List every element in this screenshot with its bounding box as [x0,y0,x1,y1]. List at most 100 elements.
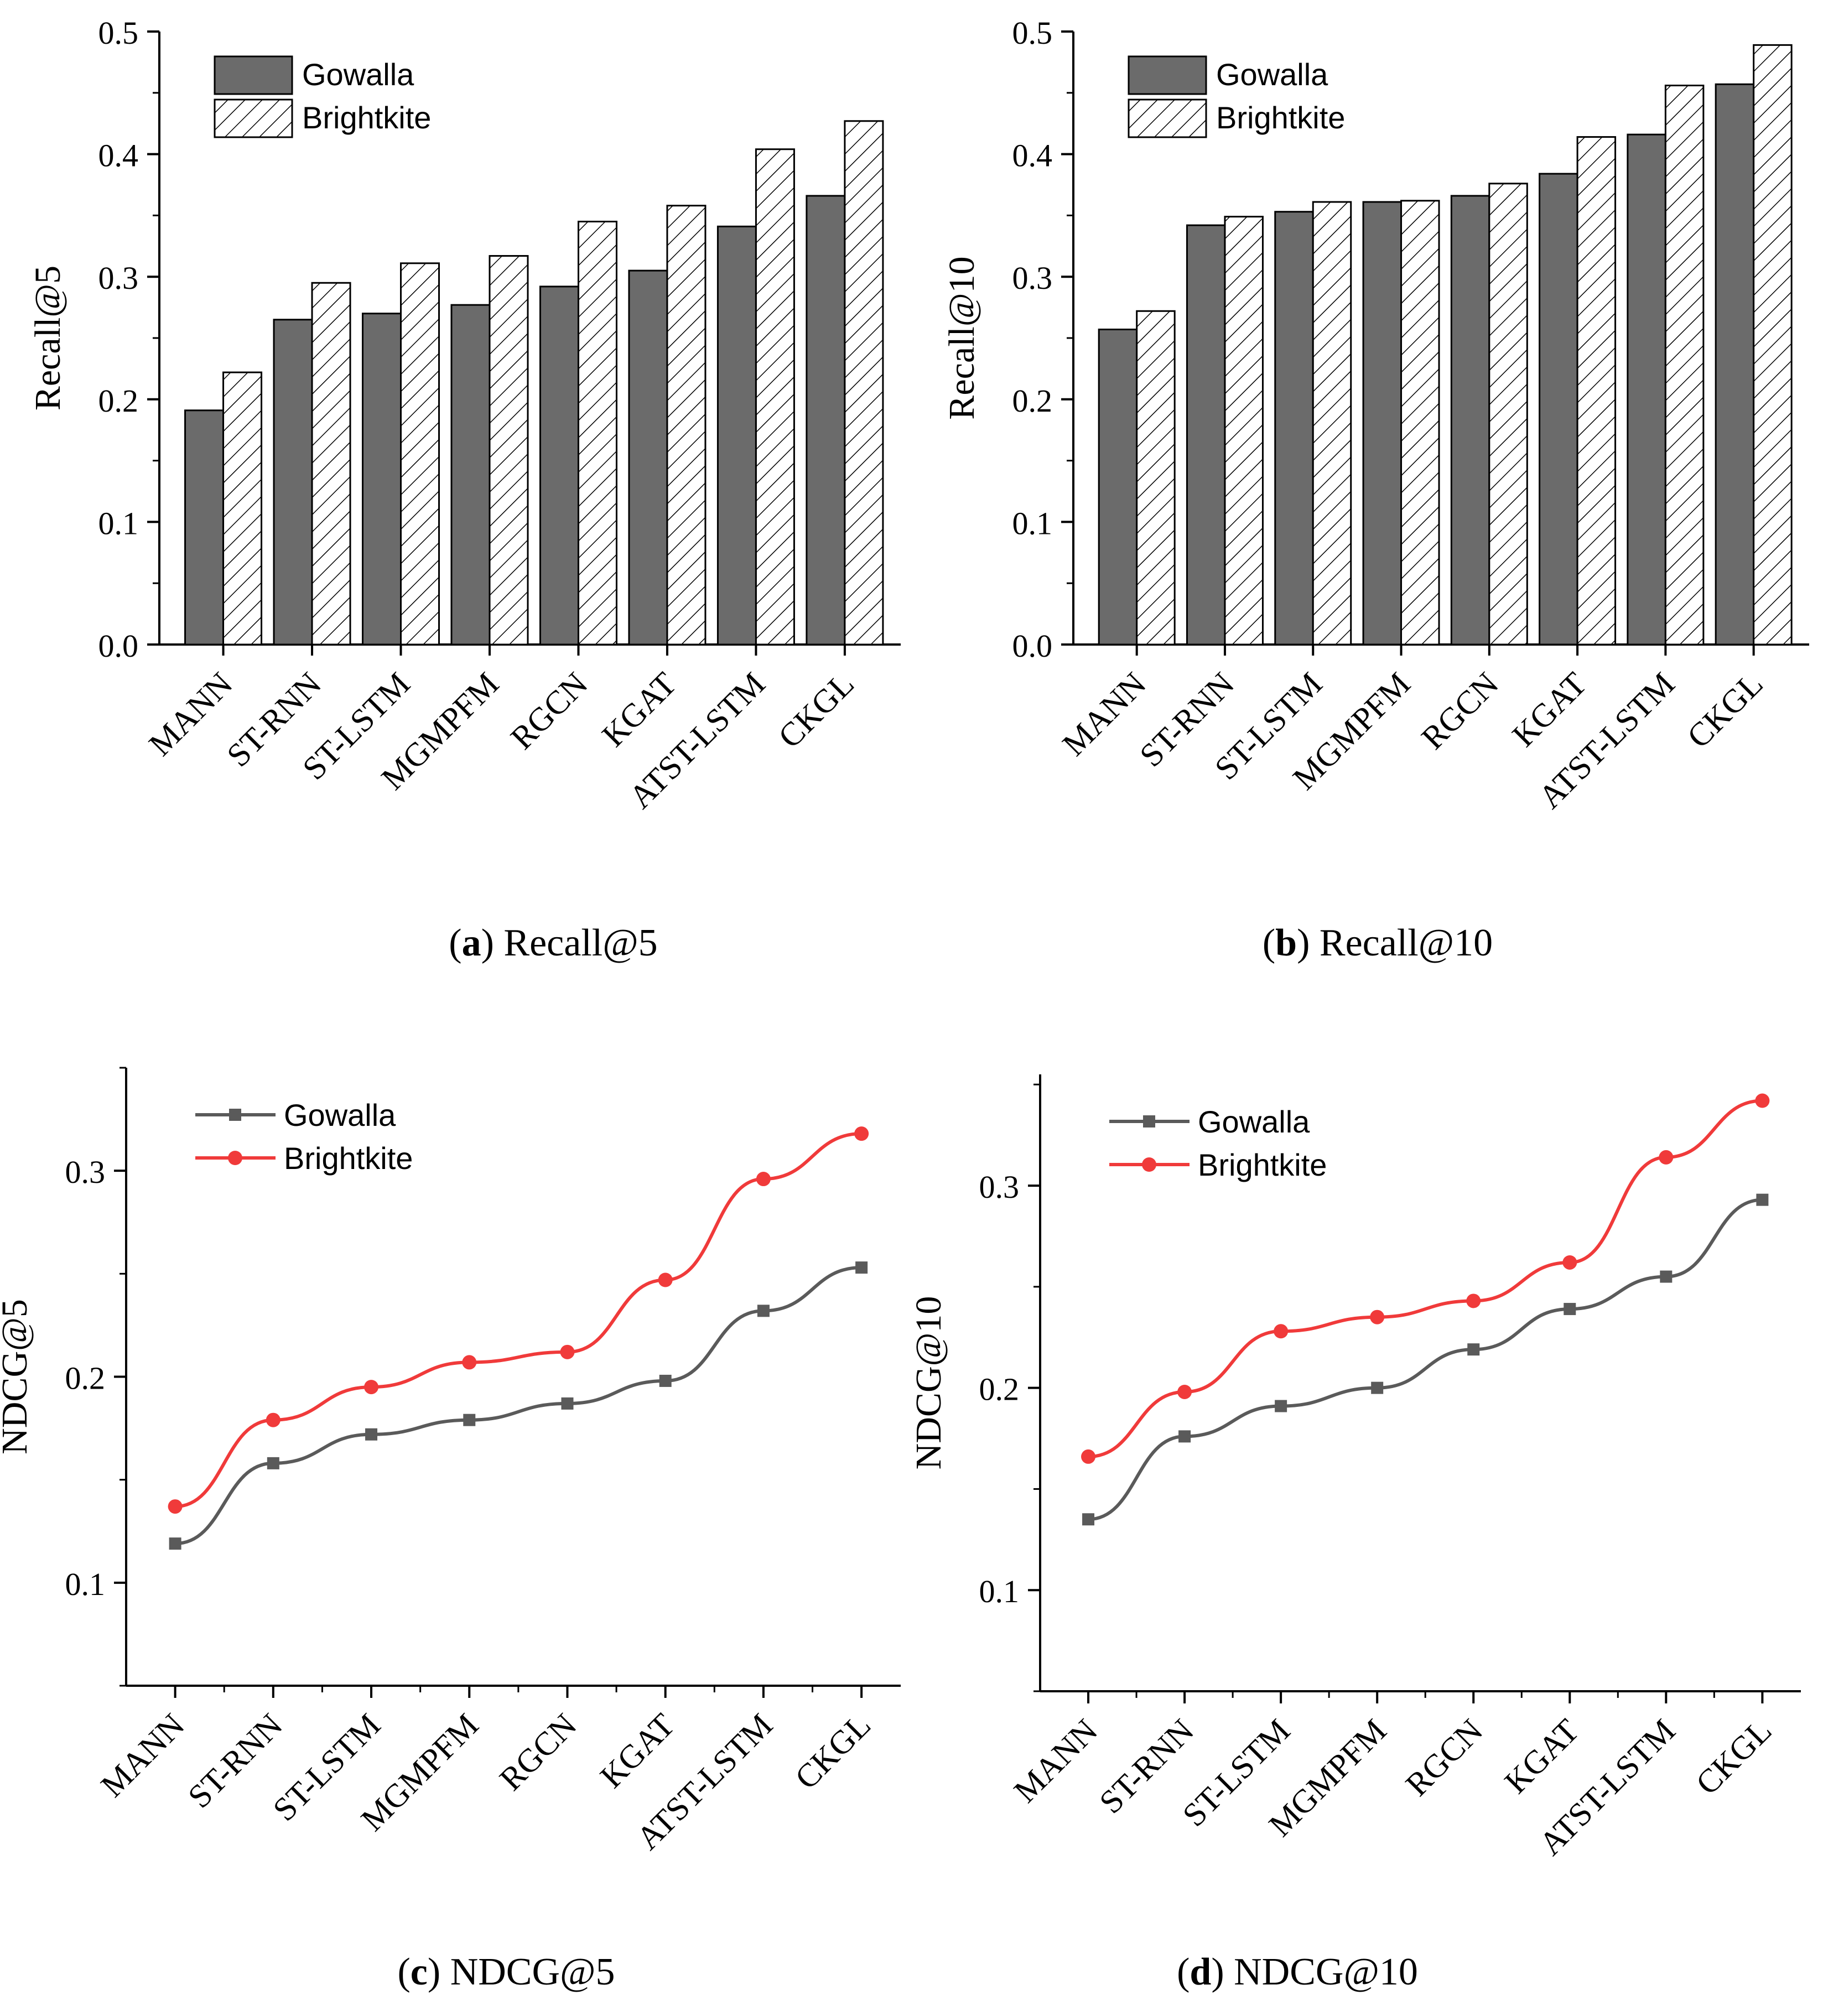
x-tick-label: CKGL [1689,1712,1778,1802]
bar-gowalla-kgat [1539,173,1578,646]
bar-brightkite-atst-lstm [1664,85,1705,646]
caption-text: Recall@10 [1319,922,1493,964]
y-tick-label: 0.1 [98,505,139,541]
y-tick-label: 0.3 [1012,260,1053,296]
y-tick-label: 0.3 [65,1154,106,1190]
point-brightkite-atst-lstm [1659,1150,1674,1165]
legend-marker-gowalla [1143,1115,1155,1127]
point-brightkite-mgmpfm [1370,1310,1385,1324]
legend-label: Brightkite [284,1141,413,1176]
bar-gowalla-rgcn [539,285,579,646]
bar-brightkite-st-lstm [400,262,440,646]
legend-swatch-brightkite [214,98,293,138]
x-tick-label: RGCN [1414,666,1505,757]
legend-label: Gowalla [302,57,414,92]
caption-text: NDCG@5 [450,1951,615,1993]
bar-brightkite-atst-lstm [755,148,795,646]
point-gowalla-mgmpfm [1371,1381,1384,1394]
legend-marker-brightkite [228,1151,242,1165]
caption-c: (c) NDCG@5 [397,1951,615,1993]
bar-brightkite-kgat [666,205,707,646]
legend-swatch-gowalla [1128,55,1207,95]
point-brightkite-rgcn [560,1344,575,1359]
bar-brightkite-rgcn [1488,183,1528,646]
legend-swatch-brightkite [1128,98,1207,138]
bar-gowalla-atst-lstm [716,225,757,646]
legend-marker-gowalla [229,1109,241,1121]
y-tick-label: 0.2 [98,383,139,419]
bar-gowalla-mgmpfm [450,304,491,646]
bar-gowalla-ckgl [1715,83,1755,646]
y-tick-label: 0.2 [65,1360,106,1396]
point-gowalla-mgmpfm [463,1414,476,1426]
x-tick-label: CKGL [771,666,861,755]
caption-a: (a) Recall@5 [449,922,658,964]
bar-gowalla-atst-lstm [1627,133,1666,646]
y-tick-label: 0.4 [98,138,139,174]
series-line-gowalla [1088,1198,1763,1521]
x-tick-label: RGCN [503,666,595,757]
legend-swatch-gowalla [214,55,293,95]
y-tick-label: 0.0 [1012,628,1053,664]
y-tick-label: 0.2 [1012,383,1053,419]
bar-brightkite-st-rnn [311,282,351,646]
series-line-brightkite [175,1132,862,1509]
x-tick-label: KGAT [593,1707,682,1795]
y-axis-title: Recall@10 [942,256,982,419]
point-brightkite-st-lstm [1274,1324,1289,1339]
y-axis-title: NDCG@10 [908,1296,949,1470]
bar-gowalla-mann [1098,328,1138,646]
point-brightkite-rgcn [1466,1293,1481,1308]
bar-gowalla-mann [184,409,225,646]
caption-text: Recall@5 [503,922,658,964]
y-tick-label: 0.3 [98,260,139,296]
series-line-brightkite [1088,1099,1763,1458]
point-brightkite-atst-lstm [756,1172,771,1187]
y-tick-label: 0.5 [98,15,139,51]
chart-panel-a: 0.00.10.20.30.40.5Recall@5MANNST-RNNST-L… [28,15,901,815]
x-tick-label: MANN [94,1707,191,1804]
point-brightkite-st-lstm [364,1380,379,1395]
chart-panel-b: 0.00.10.20.30.40.5Recall@10MANNST-RNNST-… [942,15,1809,815]
x-tick-label: CKGL [788,1707,877,1796]
point-brightkite-mgmpfm [462,1355,477,1370]
x-tick-label: CKGL [1680,666,1770,755]
bar-brightkite-mgmpfm [1400,200,1440,646]
point-brightkite-st-rnn [266,1412,281,1427]
legend-label: Gowalla [284,1098,396,1132]
x-tick-label: MANN [1007,1712,1104,1810]
bar-brightkite-kgat [1576,136,1617,646]
point-brightkite-kgat [1562,1255,1577,1270]
legend-label: Brightkite [1198,1147,1327,1182]
bar-brightkite-ckgl [1753,44,1793,646]
legend-label: Gowalla [1216,57,1328,92]
bar-gowalla-rgcn [1450,195,1490,646]
bar-gowalla-st-rnn [273,319,313,646]
bar-gowalla-st-rnn [1186,224,1226,646]
x-tick-label: KGAT [1498,1712,1586,1801]
bar-brightkite-st-lstm [1312,201,1352,646]
legend-marker-brightkite [1142,1157,1156,1172]
point-gowalla-mann [169,1537,181,1550]
point-gowalla-mann [1082,1513,1095,1526]
point-brightkite-mann [1081,1449,1096,1464]
point-brightkite-ckgl [854,1126,869,1141]
point-brightkite-mann [168,1499,183,1514]
caption-b: (b) Recall@10 [1262,922,1493,964]
y-tick-label: 0.3 [979,1169,1020,1205]
point-gowalla-kgat [1564,1303,1576,1316]
point-gowalla-ckgl [1756,1193,1769,1206]
x-tick-label: RGCN [1399,1712,1490,1804]
bar-gowalla-st-lstm [361,313,402,646]
bar-gowalla-kgat [628,269,668,646]
point-brightkite-ckgl [1755,1093,1770,1108]
caption-text: NDCG@10 [1234,1951,1418,1993]
bar-gowalla-mgmpfm [1362,201,1403,646]
y-tick-label: 0.5 [1012,15,1053,51]
point-brightkite-st-rnn [1177,1384,1192,1399]
x-tick-label: RGCN [492,1707,584,1798]
point-gowalla-rgcn [1467,1343,1480,1356]
